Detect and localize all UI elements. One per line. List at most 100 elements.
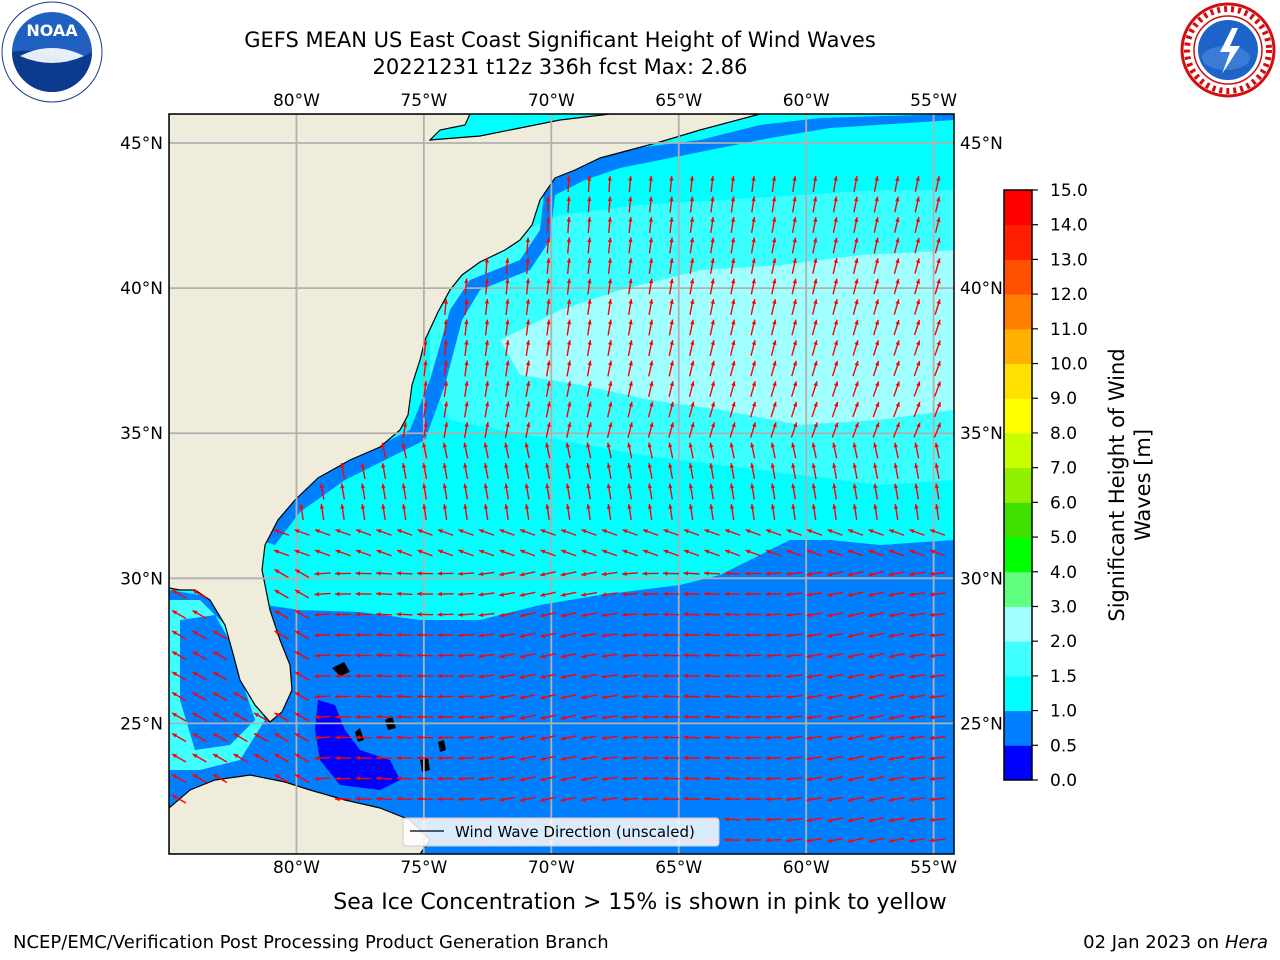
wave-direction-arrow bbox=[545, 483, 551, 500]
wave-direction-arrow bbox=[913, 401, 921, 418]
wave-direction-arrow bbox=[852, 463, 858, 479]
wave-direction-arrow bbox=[192, 650, 207, 661]
wave-direction-arrow bbox=[888, 694, 905, 700]
wave-direction-arrow bbox=[888, 714, 905, 720]
wave-direction-arrow bbox=[785, 653, 803, 659]
wave-direction-arrow bbox=[750, 340, 756, 356]
footer-host: Hera bbox=[1224, 932, 1268, 953]
wave-direction-arrow bbox=[334, 632, 352, 638]
wave-direction-arrow bbox=[442, 442, 448, 459]
wave-direction-arrow bbox=[504, 422, 510, 438]
wave-direction-arrow bbox=[724, 714, 741, 720]
wave-direction-arrow bbox=[442, 503, 448, 521]
wave-direction-arrow bbox=[724, 549, 741, 557]
wave-direction-arrow bbox=[647, 483, 653, 500]
wave-direction-arrow bbox=[730, 216, 736, 234]
wave-direction-arrow bbox=[457, 797, 475, 802]
wave-direction-arrow bbox=[334, 755, 352, 761]
lon-tick-label-top: 70°W bbox=[528, 91, 575, 111]
wave-direction-arrow bbox=[607, 278, 613, 295]
wave-height-zone-1.5-2.0 bbox=[430, 190, 954, 485]
wave-direction-arrow bbox=[812, 175, 818, 193]
wave-direction-arrow bbox=[381, 463, 387, 479]
wave-direction-arrow bbox=[831, 422, 839, 438]
lat-tick-label-left: 35°N bbox=[120, 424, 163, 444]
wave-direction-arrow bbox=[212, 753, 228, 763]
wave-direction-arrow bbox=[765, 612, 782, 617]
wave-direction-arrow bbox=[519, 591, 536, 597]
wave-direction-arrow bbox=[355, 694, 372, 699]
wave-direction-arrow bbox=[540, 673, 556, 679]
wave-direction-arrow bbox=[464, 380, 469, 398]
wave-direction-arrow bbox=[688, 360, 695, 377]
lat-tick-label-left: 40°N bbox=[120, 279, 163, 299]
wave-direction-arrow bbox=[765, 549, 782, 557]
wave-direction-arrow bbox=[827, 776, 843, 782]
wave-direction-arrow bbox=[546, 196, 551, 213]
wave-direction-arrow bbox=[683, 549, 700, 557]
wave-direction-arrow bbox=[831, 381, 839, 397]
wave-direction-arrow bbox=[868, 549, 884, 557]
wave-direction-arrow bbox=[893, 442, 899, 459]
wave-direction-arrow bbox=[566, 360, 572, 377]
wave-direction-arrow bbox=[171, 630, 187, 640]
wave-direction-arrow bbox=[893, 381, 900, 397]
wave-direction-arrow bbox=[504, 401, 510, 418]
wave-direction-arrow bbox=[375, 632, 393, 637]
wave-direction-arrow bbox=[790, 401, 798, 418]
colorbar-segment bbox=[1004, 467, 1032, 503]
colorbar-segment bbox=[1004, 571, 1032, 607]
wave-direction-arrow bbox=[785, 756, 803, 761]
wave-direction-arrow bbox=[560, 694, 577, 700]
wave-direction-arrow bbox=[873, 442, 879, 459]
wave-direction-arrow bbox=[669, 216, 674, 234]
colorbar-title-line2: Waves [m] bbox=[1131, 429, 1155, 541]
wave-direction-arrow bbox=[396, 735, 413, 740]
wave-direction-arrow bbox=[355, 735, 372, 740]
wave-direction-arrow bbox=[335, 549, 351, 557]
wave-direction-arrow bbox=[710, 196, 715, 213]
wave-direction-arrow bbox=[934, 196, 941, 213]
land-bahamas bbox=[332, 662, 446, 772]
wave-direction-arrow bbox=[334, 776, 352, 781]
wave-direction-arrow bbox=[540, 776, 556, 782]
wave-direction-arrow bbox=[847, 837, 864, 843]
wave-direction-arrow bbox=[750, 319, 756, 336]
wave-direction-arrow bbox=[852, 278, 859, 295]
wave-direction-arrow bbox=[724, 837, 741, 843]
colorbar-segment bbox=[1004, 675, 1032, 712]
wave-direction-arrow bbox=[642, 612, 659, 617]
wave-direction-arrow bbox=[913, 381, 921, 397]
wave-direction-arrow bbox=[519, 776, 536, 782]
wave-direction-arrow bbox=[355, 632, 372, 638]
wave-direction-arrow bbox=[648, 196, 654, 213]
wave-direction-arrow bbox=[894, 217, 900, 233]
wave-direction-arrow bbox=[423, 360, 428, 377]
wave-direction-arrow bbox=[335, 529, 351, 536]
wave-direction-arrow bbox=[642, 571, 659, 576]
wave-direction-arrow bbox=[914, 217, 920, 233]
wave-direction-arrow bbox=[457, 592, 475, 597]
wave-direction-arrow bbox=[873, 503, 878, 521]
wave-direction-arrow bbox=[832, 319, 839, 336]
wave-direction-arrow bbox=[724, 817, 741, 822]
wave-direction-arrow bbox=[587, 278, 592, 295]
wave-direction-arrow bbox=[545, 381, 551, 397]
wave-direction-arrow bbox=[934, 237, 941, 254]
wave-direction-arrow bbox=[688, 463, 694, 479]
wave-direction-arrow bbox=[524, 503, 530, 521]
wave-direction-arrow bbox=[785, 633, 803, 638]
wave-direction-arrow bbox=[744, 837, 762, 843]
wave-direction-arrow bbox=[832, 299, 838, 315]
wave-direction-arrow bbox=[401, 463, 407, 479]
wave-direction-arrow bbox=[587, 237, 592, 254]
footer-date: 02 Jan 2023 on Hera bbox=[1083, 932, 1268, 953]
wave-direction-arrow bbox=[806, 592, 823, 597]
wave-direction-arrow bbox=[422, 503, 427, 521]
wave-direction-arrow bbox=[581, 796, 597, 802]
wave-direction-arrow bbox=[745, 529, 761, 536]
wave-direction-arrow bbox=[457, 612, 475, 617]
wave-direction-arrow bbox=[724, 755, 741, 761]
wave-direction-arrow bbox=[464, 360, 469, 377]
wave-direction-arrow bbox=[852, 360, 859, 377]
